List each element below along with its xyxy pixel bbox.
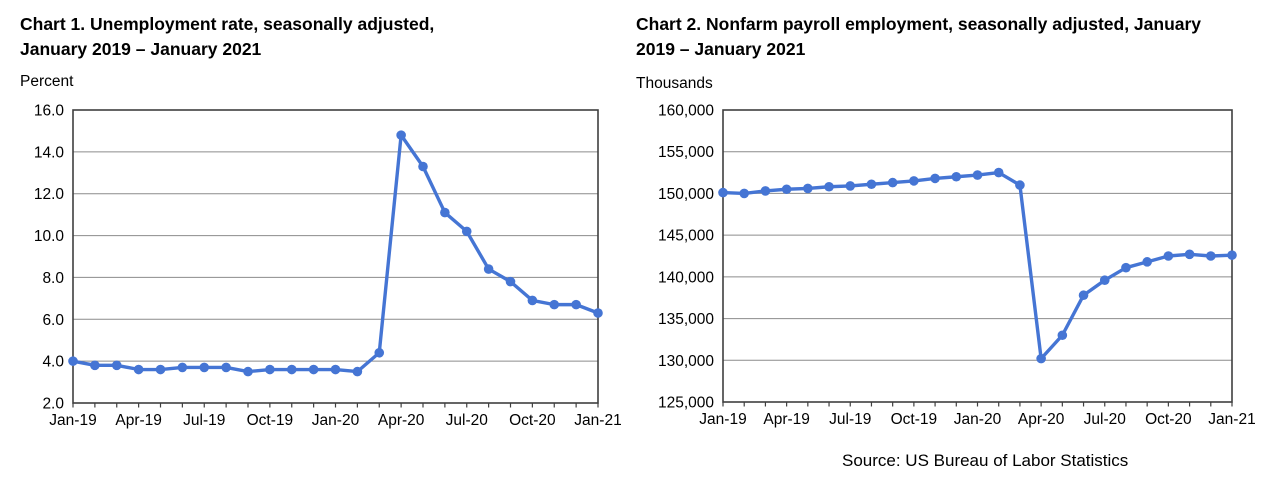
data-point [1121,262,1131,273]
data-point [1227,250,1237,260]
data-point [111,360,122,371]
data-point [1057,330,1068,341]
data-point [133,364,144,375]
data-point [845,181,856,191]
source-text: Source: US Bureau of Labor Statistics [842,451,1129,470]
x-tick-label: Jan-21 [1208,411,1255,428]
data-point [887,177,898,188]
x-tick-label: Jul-19 [183,412,225,429]
data-point [593,308,603,318]
x-tick-label: Jul-19 [829,411,871,428]
data-point [505,276,516,287]
chart-2-unit-label: Thousands [636,75,713,92]
y-tick-label: 135,000 [658,311,714,328]
data-point [396,130,406,140]
data-point [265,364,275,375]
chart-1-title: Chart 1. Unemployment rate, seasonally a… [20,14,435,59]
x-tick-label: Apr-20 [1018,411,1065,428]
y-tick-label: 14.0 [34,144,65,161]
x-tick-label: Oct-19 [247,412,294,429]
data-point [418,161,428,172]
x-tick-label: Jan-19 [699,411,746,428]
data-point [972,170,983,180]
data-point [866,179,877,190]
data-point [1142,257,1152,267]
x-tick-label: Jan-20 [312,412,360,429]
data-point [177,362,188,373]
data-point [308,364,319,375]
x-tick-label: Oct-19 [891,411,938,428]
data-point [1036,353,1046,364]
data-point [951,171,962,182]
x-tick-label: Jan-21 [574,412,621,429]
data-point [286,364,297,375]
y-tick-label: 125,000 [658,395,714,412]
x-tick-label: Jul-20 [446,412,489,429]
data-point [440,207,450,218]
data-point [90,360,100,371]
plot-frame [722,109,1233,403]
data-point [374,347,385,358]
data-point [760,186,771,196]
data-point [930,173,940,184]
data-point [155,364,166,375]
y-tick-label: 8.0 [42,270,64,287]
x-tick-label: Apr-19 [763,411,810,428]
y-tick-label: 155,000 [658,144,714,161]
data-point [909,176,919,186]
data-point [1163,251,1174,261]
data-point [199,362,210,373]
y-tick-label: 145,000 [658,228,714,245]
x-tick-label: Apr-19 [115,412,162,429]
data-point [781,184,792,195]
data-point [330,364,341,375]
x-tick-label: Oct-20 [509,412,556,429]
y-tick-label: 2.0 [42,396,64,413]
x-tick-label: Apr-20 [378,412,425,429]
y-tick-label: 16.0 [34,103,65,120]
chart-2-plot: 160,000 155,000 150,000 145,000 140,000 135,0… [658,103,1256,429]
data-point [739,188,750,199]
y-tick-label: 10.0 [34,228,65,245]
y-tick-label: 6.0 [42,312,64,329]
data-point [461,226,472,237]
data-point [1078,290,1089,301]
data-point [571,299,581,310]
data-point [824,181,834,192]
data-line [71,133,600,374]
x-tick-label: Oct-20 [1145,411,1192,428]
y-tick-label: 150,000 [658,186,714,203]
data-point [1205,251,1216,261]
data-point [803,183,813,194]
data-point [549,299,560,310]
y-tick-label: 130,000 [658,353,714,370]
data-point [221,362,231,373]
data-point [483,264,494,274]
y-tick-label: 160,000 [658,103,714,120]
data-point [718,187,728,198]
data-point [527,295,538,306]
x-tick-label: Jul-20 [1084,411,1127,428]
y-tick-label: 12.0 [34,186,65,203]
data-point [243,366,253,377]
y-tick-label: 4.0 [42,354,64,371]
chart-1-unit-label: Percent [20,73,74,90]
y-tick-label: 140,000 [658,269,714,286]
data-point [993,167,1004,178]
x-tick-label: Jan-20 [954,411,1002,428]
data-point [1184,249,1195,260]
x-tick-label: Jan-19 [49,412,96,429]
data-point [1015,180,1025,190]
data-point [1099,275,1110,285]
data-point [68,356,78,366]
plot-frame [72,109,599,404]
chart-2-title: Chart 2. Nonfarm payroll employment, sea… [636,14,1202,59]
data-point [352,366,363,377]
data-line [721,170,1234,361]
